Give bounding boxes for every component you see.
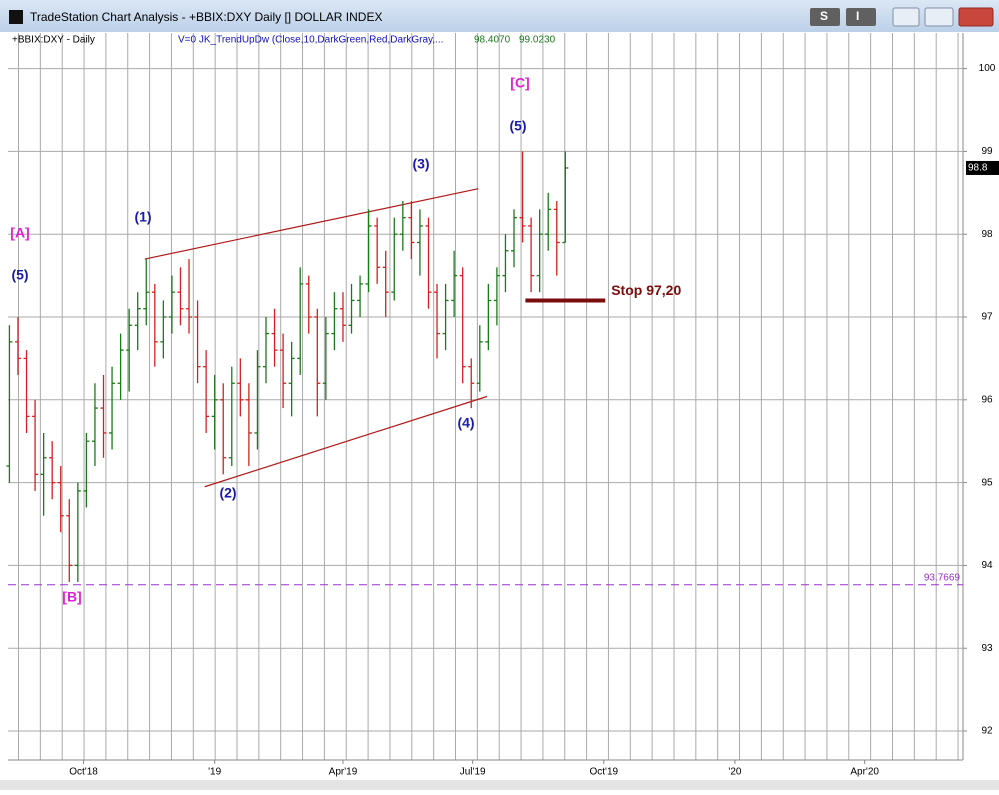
wave-label: (4) xyxy=(457,415,474,431)
x-tick-label: '20 xyxy=(728,767,741,778)
button-i[interactable] xyxy=(846,8,876,26)
x-tick-label: Apr'20 xyxy=(850,767,879,778)
indicator-label: V=0 JK_TrendUpDw (Close,10,DarkGreen,Red… xyxy=(178,35,443,46)
y-tick-label: 92 xyxy=(981,726,993,737)
stop-label: Stop 97,20 xyxy=(611,282,681,298)
minimize-button[interactable] xyxy=(892,7,920,27)
wave-label: (5) xyxy=(11,267,28,283)
y-tick-label: 99 xyxy=(981,146,993,157)
button-s[interactable] xyxy=(810,8,840,26)
trendline xyxy=(144,188,479,260)
support-label: 93.7669 xyxy=(924,572,961,583)
last-price-box xyxy=(966,160,999,175)
wave-label: (5) xyxy=(509,118,526,134)
scrollbar[interactable] xyxy=(0,780,999,790)
close-button[interactable] xyxy=(958,7,994,27)
button-i-label[interactable]: I xyxy=(856,9,859,23)
trendline xyxy=(204,395,488,488)
x-tick-label: '19 xyxy=(208,767,221,778)
y-tick-label: 100 xyxy=(979,63,996,74)
x-tick-label: Oct'19 xyxy=(590,767,619,778)
wave-label: [B] xyxy=(62,589,81,605)
indicator-value: 98.4070 xyxy=(474,35,511,46)
maximize-button[interactable] xyxy=(924,7,954,27)
symbol-label: +BBIX:DXY - Daily xyxy=(12,35,95,46)
x-tick-label: Jul'19 xyxy=(460,767,486,778)
y-tick-label: 96 xyxy=(981,394,993,405)
y-tick-label: 97 xyxy=(981,312,993,323)
x-tick-label: Apr'19 xyxy=(329,767,358,778)
y-tick-label: 94 xyxy=(981,560,993,571)
window-title: TradeStation Chart Analysis - +BBIX:DXY … xyxy=(30,10,382,24)
wave-label: [C] xyxy=(510,75,529,91)
app-icon xyxy=(9,10,23,24)
wave-label: (2) xyxy=(219,485,236,501)
last-price-label: 98.8 xyxy=(968,163,988,174)
wave-label: (3) xyxy=(412,156,429,172)
button-s-label[interactable]: S xyxy=(820,9,828,23)
wave-label: (1) xyxy=(134,209,151,225)
indicator-value: 99.0230 xyxy=(519,35,556,46)
y-tick-label: 93 xyxy=(981,643,993,654)
y-tick-label: 95 xyxy=(981,477,993,488)
x-tick-label: Oct'18 xyxy=(69,767,98,778)
wave-label: [A] xyxy=(10,225,29,241)
y-tick-label: 98 xyxy=(981,229,993,240)
